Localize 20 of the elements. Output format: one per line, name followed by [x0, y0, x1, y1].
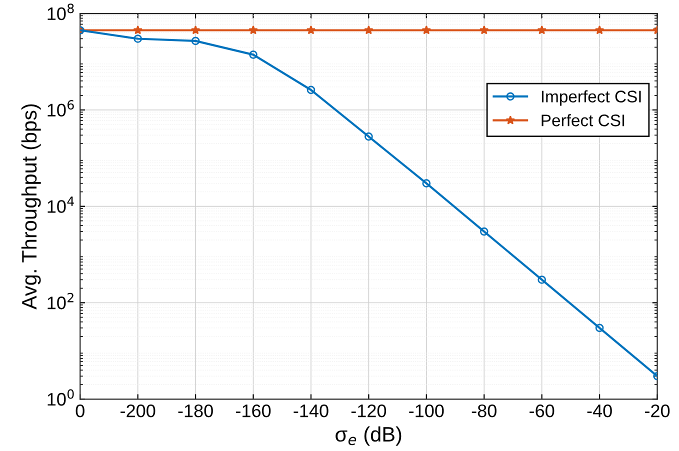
y-axis-title: Avg. Throughput (bps) [21, 104, 41, 310]
x-tick-label: -180 [178, 404, 213, 418]
x-tick-label: -80 [472, 404, 496, 418]
x-tick-label: 0 [76, 404, 84, 418]
x-tick-label: -140 [294, 404, 328, 418]
x-tick-label: -200 [120, 404, 156, 418]
legend-label: Imperfect CSI [542, 90, 641, 106]
x-tick-label: -60 [530, 404, 554, 418]
x-tick-label: -100 [409, 404, 444, 418]
x-tick-label: -20 [645, 404, 670, 418]
y-tick-label: 10$^{8}$ [48, 4, 74, 20]
x-tick-label: -40 [587, 404, 612, 418]
x-tick-label: -160 [236, 404, 271, 418]
legend-label: Perfect CSI [542, 114, 624, 126]
y-tick-label: 10$^{4}$ [48, 196, 74, 213]
x-axis-title: σ$_{e}$ (dB) [336, 426, 402, 446]
x-tick-label: -120 [351, 404, 386, 418]
y-tick-label: 10$^{2}$ [48, 292, 74, 310]
y-tick-label: 10$^{6}$ [48, 100, 74, 117]
y-tick-label: 10$^{0}$ [48, 389, 74, 406]
